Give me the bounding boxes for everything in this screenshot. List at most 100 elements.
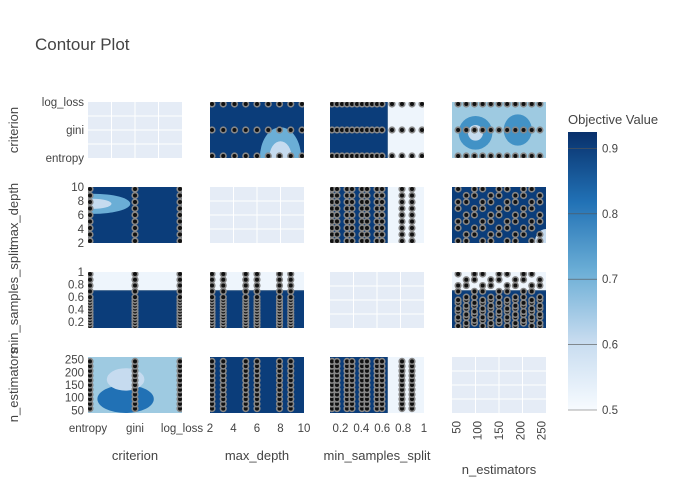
y-tick-label: 4: [78, 224, 85, 236]
sample-point: [378, 204, 386, 213]
sample-point: [176, 293, 182, 301]
sample-point: [503, 102, 511, 108]
y-axis-title: n_estimators: [6, 347, 21, 422]
sample-point: [253, 293, 261, 301]
sample-point: [408, 237, 416, 243]
x-axis-title: criterion: [112, 448, 158, 463]
x-axis-title: n_estimators: [462, 462, 537, 477]
sample-point: [408, 126, 416, 134]
sample-point: [487, 217, 495, 226]
sample-point: [503, 237, 511, 243]
sample-point: [519, 224, 528, 232]
sample-point: [495, 187, 503, 193]
sample-point: [88, 357, 94, 365]
sample-point: [298, 102, 304, 108]
x-tick-label: 150: [494, 421, 506, 440]
sample-point: [348, 237, 356, 243]
sample-point: [333, 357, 341, 365]
sample-point: [503, 204, 511, 213]
sample-point: [519, 272, 528, 278]
sample-point: [88, 198, 94, 206]
sample-point: [348, 357, 356, 365]
sample-point: [511, 237, 519, 243]
sample-point: [398, 237, 406, 243]
sample-point: [479, 281, 487, 290]
sample-point: [219, 287, 227, 295]
sample-point: [298, 152, 304, 158]
sample-point: [131, 204, 139, 213]
sample-point: [479, 102, 487, 108]
sample-point: [519, 287, 528, 295]
sample-point: [348, 187, 356, 193]
x-tick-label: 0.6: [374, 423, 390, 435]
sample-point: [230, 102, 239, 108]
sample-point: [388, 152, 396, 158]
sample-point: [536, 211, 544, 219]
sample-point: [470, 126, 479, 134]
sample-point: [176, 230, 182, 239]
sample-point: [333, 198, 341, 206]
sample-point: [511, 191, 519, 200]
sample-point: [418, 102, 424, 108]
sample-point: [479, 313, 487, 321]
sample-point: [408, 198, 416, 206]
sample-point: [454, 204, 462, 213]
panel-min_samples_split-vs-n_estimators: [452, 272, 546, 328]
x-tick-label: 50: [451, 421, 463, 434]
sample-point: [210, 357, 216, 365]
x-tick-label: 200: [515, 421, 527, 440]
sample-point: [470, 287, 479, 295]
sample-point: [536, 237, 544, 243]
sample-point: [378, 237, 386, 243]
sample-point: [528, 224, 536, 232]
sample-point: [462, 217, 470, 226]
sample-point: [333, 230, 341, 239]
sample-point: [503, 296, 511, 304]
sample-point: [536, 152, 544, 158]
sample-point: [487, 198, 495, 206]
sample-point: [348, 191, 356, 200]
x-tick-label: 6: [254, 423, 260, 435]
sample-point: [210, 152, 216, 158]
sample-point: [479, 272, 487, 278]
sample-point: [495, 191, 503, 200]
sample-point: [495, 126, 503, 134]
sample-point: [503, 187, 511, 193]
sample-point: [176, 187, 182, 193]
sample-point: [470, 276, 479, 284]
sample-point: [418, 152, 424, 158]
sample-point: [462, 319, 470, 327]
sample-point: [536, 126, 544, 134]
sample-point: [536, 319, 544, 327]
sample-point: [519, 299, 528, 307]
sample-point: [131, 272, 139, 278]
sample-point: [462, 293, 470, 301]
sample-point: [495, 316, 503, 324]
sample-point: [470, 191, 479, 200]
sample-point: [528, 187, 536, 193]
sample-point: [378, 211, 386, 219]
sample-point: [479, 198, 487, 206]
y-axis-title: min_samples_split: [6, 246, 21, 353]
sample-point: [333, 187, 341, 193]
sample-point: [242, 281, 250, 290]
sample-point: [479, 287, 487, 295]
x-tick-label: 0.8: [395, 423, 411, 435]
sample-point: [88, 287, 94, 295]
sample-point: [536, 102, 544, 108]
sample-point: [511, 211, 519, 219]
sample-point: [242, 293, 250, 301]
panel-max_depth-vs-min_samples_split: [330, 187, 424, 243]
sample-point: [487, 302, 495, 310]
y-tick-label: 150: [65, 380, 84, 392]
y-tick-label: 1: [78, 267, 84, 279]
sample-point: [511, 319, 519, 327]
y-tick-label: 6: [78, 210, 84, 222]
sample-point: [479, 305, 487, 313]
sample-point: [536, 191, 544, 200]
sample-point: [398, 217, 406, 226]
sample-point: [487, 191, 495, 200]
sample-point: [333, 204, 341, 213]
sample-point: [495, 307, 503, 316]
